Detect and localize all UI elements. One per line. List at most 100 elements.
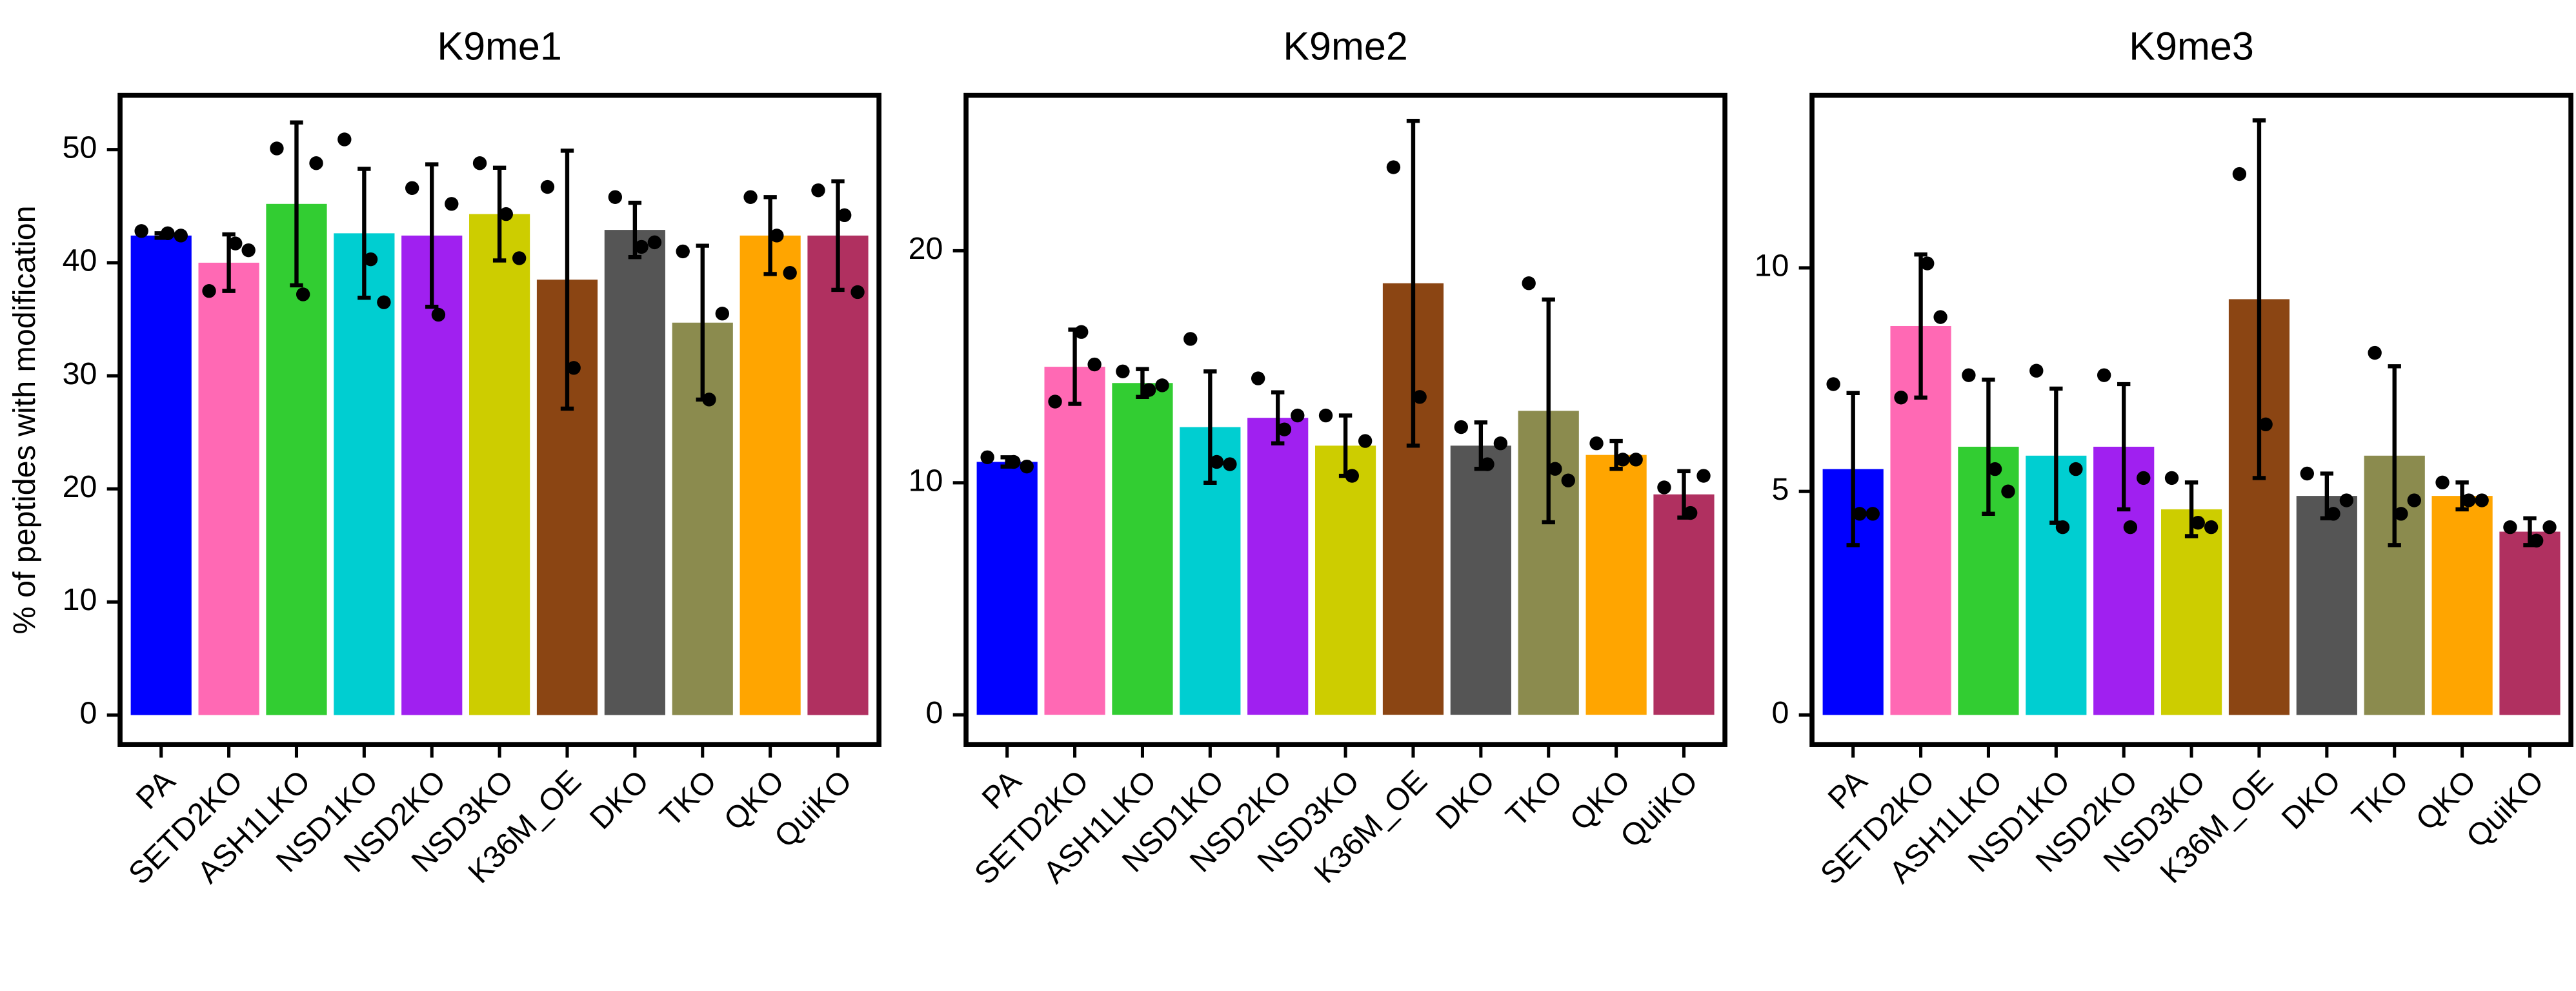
bar — [2160, 509, 2222, 715]
error-bar — [1846, 391, 1860, 547]
bar — [604, 230, 665, 715]
data-point — [1561, 473, 1575, 487]
bar — [2431, 496, 2493, 715]
data-point — [1657, 480, 1671, 495]
panel-title: K9me3 — [2129, 25, 2254, 68]
data-point — [2407, 493, 2421, 507]
bar — [1044, 367, 1105, 715]
data-point — [1629, 453, 1643, 467]
data-point — [1454, 420, 1468, 434]
data-point — [2097, 368, 2111, 382]
data-point — [161, 226, 175, 241]
data-point — [2300, 466, 2314, 481]
y-tick-label: 0 — [1772, 695, 1789, 730]
data-point — [2368, 345, 2382, 360]
data-point — [1251, 371, 1265, 385]
error-bar — [1542, 297, 1555, 525]
data-point — [676, 244, 690, 259]
data-point — [1142, 383, 1156, 397]
data-point — [2137, 471, 2151, 485]
data-point — [1386, 160, 1401, 174]
x-tick-label: PA — [1822, 763, 1875, 816]
data-point — [2029, 363, 2044, 378]
error-bar — [1609, 438, 1623, 471]
data-point — [1074, 325, 1089, 339]
data-point — [296, 287, 310, 301]
data-point — [1007, 455, 1021, 469]
data-point — [783, 265, 797, 280]
data-point — [472, 156, 487, 170]
x-tick-label: PA — [976, 763, 1029, 816]
x-tick-label: PA — [130, 763, 183, 816]
data-point — [2542, 520, 2557, 535]
bar — [1653, 494, 1715, 715]
data-point — [1866, 507, 1880, 521]
panel-title: K9me2 — [1283, 25, 1408, 68]
x-tick-label: QuiKO — [2460, 764, 2551, 855]
data-point — [270, 141, 284, 156]
data-point — [1345, 469, 1359, 483]
data-point — [499, 207, 513, 221]
data-point — [1826, 377, 1840, 391]
data-point — [512, 251, 527, 265]
error-bar — [1914, 252, 1927, 400]
error-bar — [425, 162, 439, 309]
y-tick-label: 5 — [1772, 472, 1789, 507]
data-point — [2503, 520, 2517, 535]
data-point — [2164, 471, 2179, 485]
data-point — [2326, 507, 2340, 521]
bar — [469, 214, 530, 715]
x-tick-label: DKO — [583, 764, 656, 836]
data-point — [309, 156, 323, 170]
data-point — [2475, 493, 2489, 507]
data-point — [1480, 457, 1494, 471]
y-tick-label: 0 — [926, 695, 943, 730]
y-tick-label: 20 — [909, 231, 943, 266]
y-tick-label: 10 — [63, 582, 97, 617]
x-tick-label: QuiKO — [1614, 764, 1705, 855]
y-tick-label: 20 — [63, 469, 97, 504]
data-point — [2462, 493, 2476, 507]
data-point — [837, 208, 852, 223]
y-axis-label: % of peptides with modification — [7, 205, 42, 634]
data-point — [1087, 357, 1102, 372]
data-point — [1853, 507, 1867, 521]
bar — [1247, 418, 1309, 715]
data-point — [2069, 462, 2083, 476]
data-point — [1183, 332, 1198, 346]
data-point — [2232, 167, 2247, 181]
data-point — [540, 179, 555, 194]
data-point — [715, 307, 729, 321]
data-point — [1987, 462, 2002, 476]
data-point — [1522, 276, 1536, 291]
data-point — [241, 243, 256, 258]
x-tick-label: TKO — [653, 764, 723, 833]
x-tick-label: DKO — [2275, 764, 2348, 836]
data-point — [702, 393, 716, 407]
data-point — [1894, 391, 1908, 405]
data-point — [1920, 256, 1935, 271]
data-point — [1116, 364, 1130, 378]
data-point — [2055, 520, 2070, 535]
data-point — [2529, 533, 2544, 548]
y-tick-label: 40 — [63, 243, 97, 278]
y-tick-label: 10 — [909, 464, 943, 498]
bar — [130, 235, 192, 715]
data-point — [2204, 520, 2219, 535]
data-point — [1020, 459, 1034, 474]
data-point — [1493, 436, 1508, 451]
error-bar — [831, 179, 845, 292]
error-bar — [2455, 480, 2469, 512]
data-point — [2394, 507, 2408, 521]
data-point — [405, 181, 419, 195]
data-point — [1616, 453, 1630, 467]
data-point — [1683, 506, 1698, 520]
bar — [334, 233, 395, 715]
plot-frame — [1809, 92, 2573, 747]
data-point — [980, 450, 994, 464]
x-tick-label: TKO — [2345, 764, 2415, 833]
data-point — [445, 197, 459, 211]
data-point — [1548, 462, 1562, 476]
data-point — [770, 229, 784, 243]
